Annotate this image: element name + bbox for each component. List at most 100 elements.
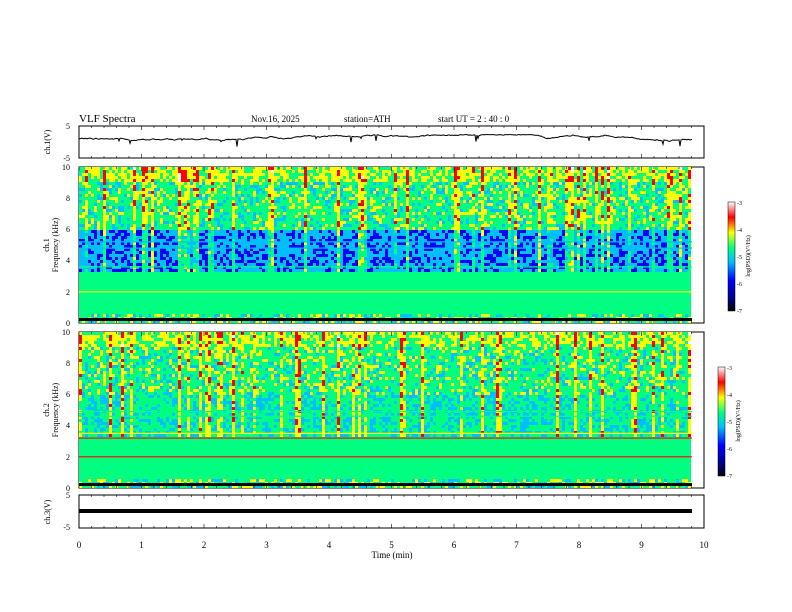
spectrogram-cell — [208, 221, 211, 224]
spectrogram-cell — [103, 233, 106, 236]
spectrogram-cell — [196, 254, 199, 257]
spectrogram-cell — [304, 254, 307, 257]
spectrogram-cell — [349, 308, 352, 311]
spectrogram-cell — [292, 230, 295, 233]
spectrogram-cell — [133, 227, 136, 230]
spectrogram-cell — [208, 269, 211, 272]
spectrogram-cell — [214, 278, 217, 281]
spectrogram-cell — [190, 203, 193, 206]
spectrogram-cell — [151, 254, 154, 257]
spectrogram-cell — [142, 206, 145, 209]
spectrogram-cell — [328, 230, 331, 233]
spectrogram-cell — [271, 263, 274, 266]
spectrogram-cell — [214, 191, 217, 194]
spectrogram-cell — [178, 320, 181, 323]
spectrogram-cell — [346, 320, 349, 323]
spectrogram-cell — [190, 236, 193, 239]
spectrogram-cell — [193, 170, 196, 173]
spectrogram-cell — [172, 179, 175, 182]
spectrogram-cell — [184, 191, 187, 194]
spectrogram-cell — [283, 284, 286, 287]
spectrogram-cell — [298, 275, 301, 278]
spectrogram-cell — [349, 203, 352, 206]
spectrogram-cell — [208, 251, 211, 254]
spectrogram-cell — [217, 170, 220, 173]
spectrogram-cell — [199, 248, 202, 251]
spectrogram-cell — [202, 227, 205, 230]
spectrogram-cell — [193, 305, 196, 308]
spectrogram-cell — [319, 260, 322, 263]
spectrogram-cell — [295, 266, 298, 269]
spectrogram-cell — [178, 227, 181, 230]
spectrogram-cell — [220, 293, 223, 296]
spectrogram-cell — [214, 203, 217, 206]
spectrogram-cell — [184, 287, 187, 290]
spectrogram-cell — [325, 284, 328, 287]
spectrogram-cell — [220, 320, 223, 323]
spectrogram-cell — [190, 212, 193, 215]
spectrogram-cell — [175, 197, 178, 200]
spectrogram-cell — [142, 236, 145, 239]
spectrogram-cell — [124, 248, 127, 251]
spectrogram-cell — [268, 215, 271, 218]
spectrogram-cell — [169, 188, 172, 191]
spectrogram-cell — [304, 281, 307, 284]
spectrogram-cell — [247, 266, 250, 269]
spectrogram-cell — [250, 269, 253, 272]
spectrogram-cell — [361, 221, 364, 224]
spectrogram-cell — [118, 209, 121, 212]
spectrogram-cell — [190, 194, 193, 197]
spectrogram-cell — [82, 236, 85, 239]
spectrogram-cell — [331, 173, 334, 176]
spectrogram-cell — [103, 251, 106, 254]
spectrogram-cell — [223, 239, 226, 242]
spectrogram-cell — [310, 245, 313, 248]
spectrogram-cell — [304, 311, 307, 314]
spectrogram-cell — [97, 209, 100, 212]
spectrogram-cell — [157, 215, 160, 218]
spectrogram-cell — [328, 272, 331, 275]
spectrogram-cell — [238, 263, 241, 266]
spectrogram-cell — [100, 281, 103, 284]
spectrogram-cell — [214, 314, 217, 317]
spectrogram-cell — [163, 212, 166, 215]
spectrogram-cell — [181, 311, 184, 314]
spectrogram-cell — [214, 302, 217, 305]
spectrogram-cell — [256, 227, 259, 230]
spectrogram-cell — [202, 224, 205, 227]
spectrogram-cell — [265, 275, 268, 278]
spectrogram-cell — [358, 167, 361, 170]
spectrogram-cell — [313, 266, 316, 269]
spectrogram-cell — [130, 320, 133, 323]
spectrogram-cell — [112, 227, 115, 230]
spectrogram-cell — [214, 266, 217, 269]
spectrogram-cell — [199, 299, 202, 302]
spectrogram-cell — [331, 281, 334, 284]
spectrogram-cell — [277, 215, 280, 218]
spectrogram-cell — [358, 248, 361, 251]
spectrogram-cell — [226, 179, 229, 182]
spectrogram-cell — [229, 287, 232, 290]
spectrogram-cell — [166, 269, 169, 272]
spectrogram-cell — [190, 227, 193, 230]
spectrogram-cell — [88, 188, 91, 191]
spectrogram-cell — [112, 272, 115, 275]
spectrogram-cell — [181, 257, 184, 260]
spectrogram-cell — [139, 209, 142, 212]
spectrogram-cell — [145, 296, 148, 299]
spectrogram-cell — [85, 185, 88, 188]
spectrogram-cell — [295, 308, 298, 311]
spectrogram-cell — [352, 275, 355, 278]
spectrogram-cell — [259, 314, 262, 317]
spectrogram-cell — [124, 206, 127, 209]
spectrogram-cell — [91, 173, 94, 176]
spectrogram-cell — [322, 191, 325, 194]
spectrogram-cell — [319, 224, 322, 227]
spectrogram-cell — [190, 233, 193, 236]
spectrogram-cell — [355, 215, 358, 218]
spectrogram-cell — [337, 221, 340, 224]
spectrogram-cell — [250, 302, 253, 305]
spectrogram-cell — [85, 281, 88, 284]
spectrogram-cell — [196, 179, 199, 182]
spectrogram-cell — [175, 242, 178, 245]
